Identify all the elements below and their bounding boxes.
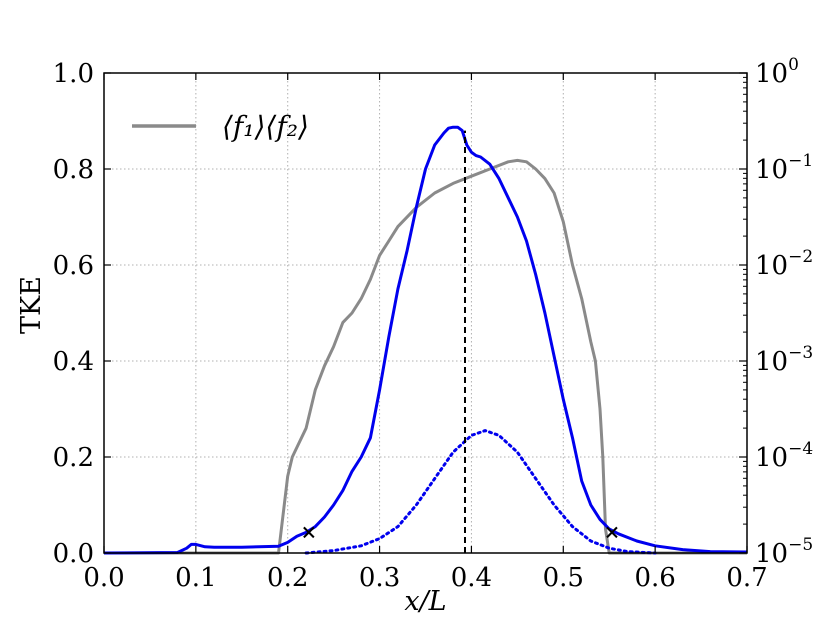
y2-tick-exponent: −2: [788, 247, 813, 267]
y2-tick-label: 10−2: [755, 247, 813, 281]
axis-ticks: [103, 72, 748, 554]
y2-tick-exponent: −1: [788, 151, 813, 171]
plot-frame: [103, 72, 748, 554]
y2-tick-base: 10: [755, 539, 788, 569]
legend-label: ⟨f₁⟩⟨f₂⟩: [222, 110, 309, 143]
y2-tick-exponent: 0: [788, 55, 799, 75]
x-tick-label: 0.5: [543, 563, 584, 593]
y-tick-label: 0.6: [53, 251, 94, 281]
y-tick-label: 0.4: [53, 347, 94, 377]
y2-tick-base: 10: [755, 347, 788, 377]
y-tick-label: 0.8: [53, 155, 94, 185]
x-tick-label: 0.2: [267, 563, 308, 593]
x-marker-stroke: [606, 526, 618, 539]
x-marker: [606, 526, 618, 539]
x-marker: [303, 526, 315, 539]
y2-tick-base: 10: [755, 155, 788, 185]
y2-tick-base: 10: [755, 443, 788, 473]
series-line-1: [104, 158, 747, 555]
grid-lines: [104, 73, 747, 553]
x-marker-stroke: [303, 526, 315, 539]
y2-tick-label: 10−3: [755, 343, 813, 377]
legend: ⟨f₁⟩⟨f₂⟩: [132, 110, 309, 143]
y2-tick-label: 10−5: [755, 535, 813, 569]
x-markers: [303, 526, 618, 539]
x-tick-label: 0.6: [634, 563, 675, 593]
series-lines: [103, 125, 748, 555]
y2-tick-label: 10−4: [755, 439, 813, 473]
x-tick-label: 0.4: [451, 563, 492, 593]
y2-tick-exponent: −5: [788, 535, 813, 555]
x-tick-label: 0.7: [726, 563, 767, 593]
series-line-2: [103, 125, 748, 555]
y2-tick-label: 100: [755, 55, 799, 89]
y2-tick-base: 10: [755, 251, 788, 281]
y-tick-label: 0.2: [53, 443, 94, 473]
y-axis-label: TKE: [16, 276, 47, 334]
y-tick-label: 0.0: [53, 539, 94, 569]
y2-tick-base: 10: [755, 59, 788, 89]
y2-tick-exponent: −4: [788, 439, 813, 459]
y2-tick-label: 10−1: [755, 151, 813, 185]
series-line-3: [304, 429, 657, 555]
x-tick-label: 0.3: [359, 563, 400, 593]
x-tick-label: 0.0: [83, 563, 124, 593]
x-tick-label: 0.1: [175, 563, 216, 593]
y-tick-label: 1.0: [53, 59, 94, 89]
x-axis-label: x/L: [404, 586, 446, 617]
axis-labels: 0.0 0.1 0.2 0.3 0.4 0.5 0.6 0.7 0.0 0.2 0.4 0.6 0.8 1…: [53, 55, 814, 593]
y2-tick-exponent: −3: [788, 343, 813, 363]
